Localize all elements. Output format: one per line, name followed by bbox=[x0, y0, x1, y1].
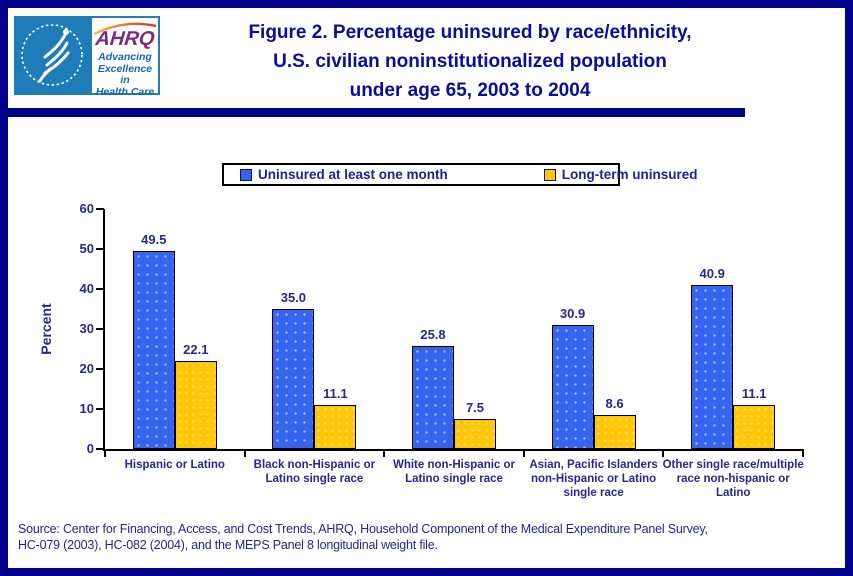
bar-value-label: 49.5 bbox=[141, 232, 167, 247]
x-axis-category-label: White non-Hispanic or Latino single race bbox=[392, 459, 516, 485]
legend-label: Uninsured at least one month bbox=[258, 167, 448, 182]
y-axis-tick bbox=[96, 408, 104, 410]
bar-value-label: 11.1 bbox=[323, 385, 348, 401]
y-axis-tick bbox=[96, 288, 104, 290]
bar-value-label: 25.8 bbox=[420, 326, 446, 342]
y-axis-tick bbox=[96, 448, 104, 450]
legend-item-long-term: Long-term uninsured bbox=[543, 167, 698, 182]
y-axis-tick-label: 30 bbox=[79, 321, 94, 336]
y-axis-tick bbox=[96, 208, 104, 210]
legend-label: Long-term uninsured bbox=[561, 167, 698, 182]
legend-swatch-yellow-icon bbox=[543, 168, 556, 181]
x-axis-category-label: Black non-Hispanic or Latino single race bbox=[253, 459, 376, 485]
legend-item-uninsured-month: Uninsured at least one month bbox=[240, 167, 448, 182]
y-axis-tick bbox=[96, 368, 104, 370]
bar-value-label: 30.9 bbox=[559, 306, 586, 322]
x-axis-line bbox=[103, 449, 804, 451]
bar-value-label: 8.6 bbox=[605, 395, 624, 411]
y-axis-tick bbox=[96, 248, 104, 250]
x-axis-tick bbox=[383, 451, 386, 457]
legend-swatch-blue-icon bbox=[240, 168, 252, 181]
x-axis-tick bbox=[522, 451, 525, 457]
x-axis-tick bbox=[243, 451, 246, 457]
hhs-ahrq-logo: AHRQ Advancing Excellence in Health Care bbox=[14, 16, 160, 98]
bar-value-label: 11.1 bbox=[741, 385, 767, 401]
bar-uninsured-month bbox=[412, 345, 454, 449]
x-axis-category-label: Hispanic or Latino bbox=[124, 459, 225, 471]
y-axis-tick-label: 40 bbox=[79, 281, 94, 296]
y-axis-tick-label: 50 bbox=[79, 241, 94, 256]
bar-value-label: 40.9 bbox=[699, 266, 725, 282]
bar-long-term bbox=[593, 414, 636, 449]
bar-value-label: 7.5 bbox=[465, 400, 485, 415]
x-axis-tick bbox=[802, 451, 804, 457]
figure-title: Figure 2. Percentage uninsured by race/e… bbox=[248, 22, 692, 101]
bar-uninsured-month bbox=[691, 285, 734, 449]
bar-long-term bbox=[174, 360, 217, 449]
y-axis-tick-label: 20 bbox=[79, 361, 94, 376]
x-axis-category-label: Other single race/multiple race non-hisp… bbox=[662, 459, 804, 499]
header-divider-bar bbox=[0, 108, 745, 117]
bar-value-label: 35.0 bbox=[280, 290, 307, 305]
y-axis-line bbox=[103, 209, 105, 451]
y-axis-tick bbox=[96, 328, 104, 330]
ahrq-logo: AHRQ Advancing Excellence in Health Care bbox=[90, 16, 160, 98]
y-axis-title: Percent bbox=[38, 303, 54, 355]
x-axis-category-label: Asian, Pacific Islanders non-Hispanic or… bbox=[529, 459, 658, 499]
bar-long-term bbox=[314, 404, 357, 449]
y-axis-tick-label: 10 bbox=[79, 401, 94, 416]
bar-uninsured-month bbox=[132, 251, 175, 449]
ahrq-tagline: Advancing Excellence in Health Care bbox=[95, 51, 155, 98]
source-note: Source: Center for Financing, Access, an… bbox=[18, 522, 708, 552]
bar-uninsured-month bbox=[551, 325, 594, 449]
y-axis-tick-label: 0 bbox=[86, 441, 94, 456]
x-axis-tick bbox=[662, 451, 665, 457]
bar-long-term bbox=[454, 419, 496, 449]
bar-long-term bbox=[733, 404, 776, 449]
bar-uninsured-month bbox=[272, 309, 315, 449]
hhs-seal-icon bbox=[14, 16, 90, 95]
chart-legend: Uninsured at least one month Long-term u… bbox=[222, 163, 698, 186]
ahrq-rainbow-arc-icon bbox=[93, 22, 157, 35]
bar-value-label: 22.1 bbox=[183, 341, 209, 357]
x-axis-tick bbox=[104, 451, 106, 457]
y-axis-tick-label: 60 bbox=[79, 201, 94, 216]
